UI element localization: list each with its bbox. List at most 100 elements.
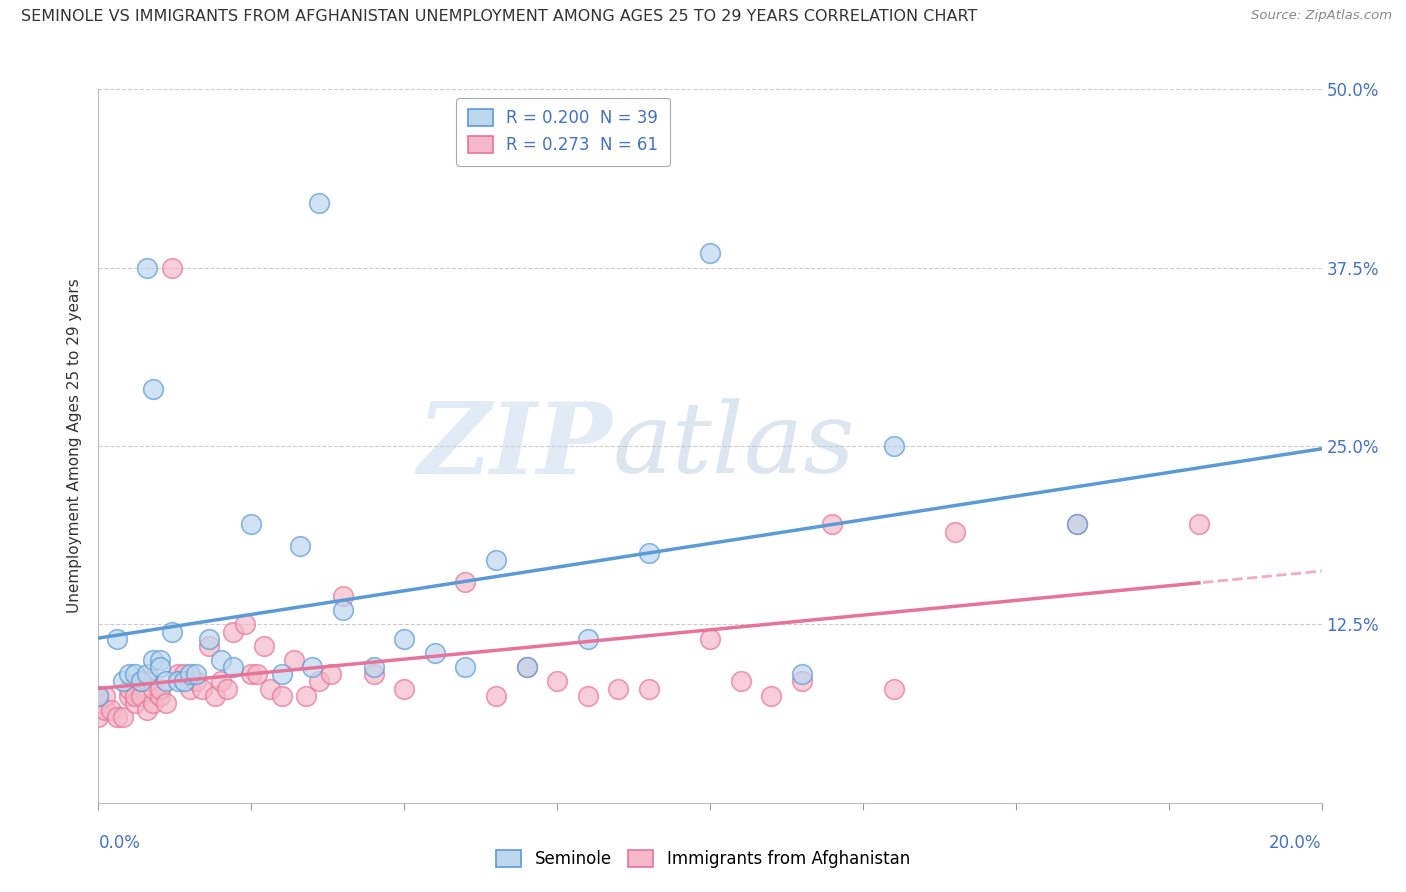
Point (142, 681, 165, 696)
Point (179, 667, 201, 681)
Point (105, 632, 128, 646)
Point (124, 689, 146, 703)
Point (454, 660, 477, 674)
Point (124, 696, 146, 710)
Point (186, 667, 208, 681)
Point (516, 660, 538, 674)
Point (883, 439, 905, 453)
Text: 20.0%: 20.0% (1270, 834, 1322, 852)
Point (100, 703, 122, 717)
Point (576, 689, 599, 703)
Point (759, 689, 782, 703)
Text: Source: ZipAtlas.com: Source: ZipAtlas.com (1251, 9, 1392, 22)
Point (699, 632, 721, 646)
Point (295, 689, 318, 703)
Point (149, 660, 172, 674)
Point (943, 524, 966, 539)
Point (149, 681, 172, 696)
Point (173, 674, 195, 689)
Point (699, 246, 721, 260)
Text: 0.0%: 0.0% (98, 834, 141, 852)
Point (136, 674, 159, 689)
Point (173, 667, 195, 681)
Point (179, 681, 201, 696)
Point (240, 517, 263, 532)
Point (136, 667, 159, 681)
Point (485, 689, 508, 703)
Point (883, 681, 905, 696)
Point (209, 674, 232, 689)
Point (149, 689, 172, 703)
Point (118, 667, 141, 681)
Point (233, 617, 256, 632)
Point (290, 539, 312, 553)
Text: SEMINOLE VS IMMIGRANTS FROM AFGHANISTAN UNEMPLOYMENT AMONG AGES 25 TO 29 YEARS C: SEMINOLE VS IMMIGRANTS FROM AFGHANISTAN … (21, 9, 977, 24)
Point (142, 382, 165, 396)
Point (167, 674, 190, 689)
Point (142, 696, 165, 710)
Point (136, 260, 159, 275)
Point (93, 703, 115, 717)
Text: atlas: atlas (612, 399, 855, 493)
Point (191, 681, 214, 696)
Point (308, 196, 330, 211)
Point (124, 667, 146, 681)
Point (93, 689, 115, 703)
Point (167, 667, 190, 681)
Point (160, 260, 183, 275)
Point (105, 710, 128, 724)
Point (308, 674, 330, 689)
Point (270, 689, 292, 703)
Point (197, 639, 219, 653)
Point (129, 674, 152, 689)
Point (240, 667, 263, 681)
Point (821, 517, 844, 532)
Point (319, 667, 342, 681)
Point (730, 674, 752, 689)
Point (259, 681, 281, 696)
Point (222, 624, 245, 639)
Point (423, 646, 446, 660)
Point (790, 667, 813, 681)
Point (252, 639, 274, 653)
Point (332, 603, 354, 617)
Point (136, 703, 159, 717)
Point (454, 574, 477, 589)
Point (186, 674, 208, 689)
Point (576, 632, 599, 646)
Point (111, 674, 134, 689)
Point (301, 660, 323, 674)
Point (118, 689, 141, 703)
Point (155, 674, 177, 689)
Legend: Seminole, Immigrants from Afghanistan: Seminole, Immigrants from Afghanistan (489, 843, 917, 875)
Point (204, 689, 226, 703)
Point (392, 632, 416, 646)
Point (485, 553, 508, 567)
Point (270, 667, 292, 681)
Point (160, 624, 183, 639)
Point (332, 589, 354, 603)
Point (87, 689, 110, 703)
Point (637, 681, 661, 696)
Point (392, 681, 416, 696)
Text: ZIP: ZIP (418, 398, 612, 494)
Point (87, 689, 110, 703)
Point (607, 681, 630, 696)
Point (149, 653, 172, 667)
Point (142, 653, 165, 667)
Point (87, 710, 110, 724)
Point (222, 660, 245, 674)
Point (363, 660, 385, 674)
Y-axis label: Unemployment Among Ages 25 to 29 years: Unemployment Among Ages 25 to 29 years (67, 278, 83, 614)
Point (129, 674, 152, 689)
Point (1188, 517, 1211, 532)
Point (516, 660, 538, 674)
Point (363, 667, 385, 681)
Point (546, 674, 568, 689)
Point (215, 681, 238, 696)
Point (129, 689, 152, 703)
Point (1066, 517, 1088, 532)
Point (87, 696, 110, 710)
Point (209, 653, 232, 667)
Point (637, 546, 661, 560)
